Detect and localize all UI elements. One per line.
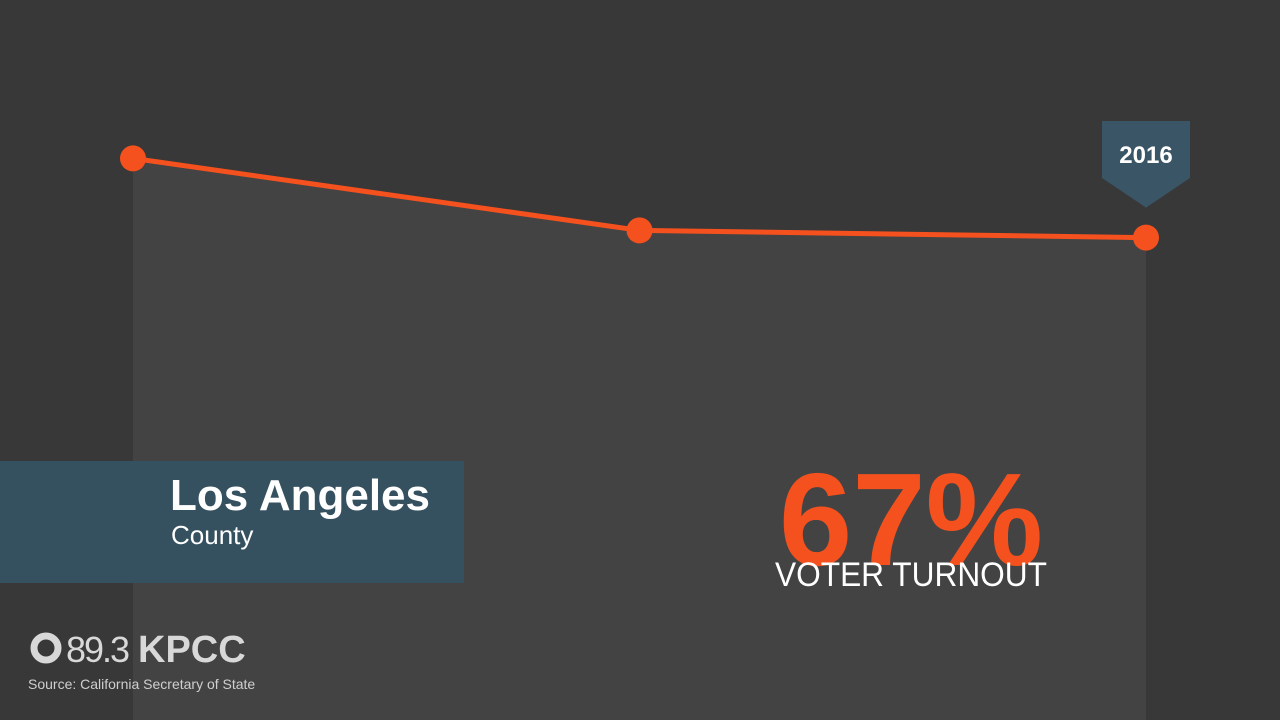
point: [626, 217, 653, 244]
value-label: 67%: [779, 446, 1043, 593]
banner-subtitle: County: [171, 520, 253, 550]
location-banner: [0, 461, 464, 583]
logo-frequency: 89.3: [66, 629, 129, 670]
year-tag: [1102, 121, 1190, 208]
logo-icon: [30, 632, 62, 664]
point: [1133, 224, 1159, 251]
banner-title: Los Angeles: [170, 471, 430, 520]
chart-subtitle: VOTER TURNOUT: [775, 556, 1047, 594]
source: Source: California Secretary of State: [28, 676, 255, 692]
point: [120, 145, 146, 172]
logo-name: KPCC: [138, 629, 246, 671]
x-tick-label: 2016: [1119, 142, 1172, 169]
